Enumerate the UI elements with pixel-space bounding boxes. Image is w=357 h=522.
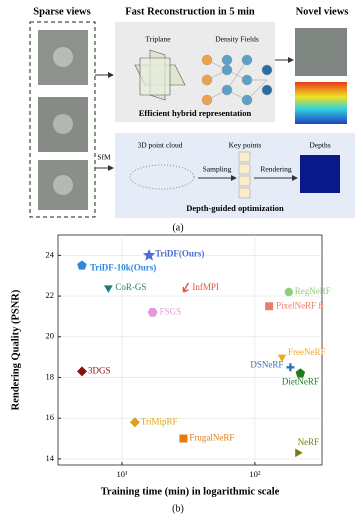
panel-title: Depth-guided optimization <box>186 203 284 213</box>
point-label: TriDF-10k(Ours) <box>90 263 156 273</box>
y-tick-label: 22 <box>46 290 55 300</box>
y-tick-label: 18 <box>46 371 55 381</box>
point-label: FSGS <box>160 306 182 316</box>
key-points <box>238 151 251 199</box>
point-cloud <box>129 164 195 190</box>
marker <box>182 282 189 293</box>
heading: Novel views <box>296 6 349 17</box>
point-label: DSNeRF <box>250 359 283 369</box>
point-label: FrugalNeRF <box>189 433 234 443</box>
sparse-images <box>38 30 88 210</box>
label: 3D point cloud <box>138 141 183 150</box>
network-icon <box>201 54 273 106</box>
point-label: DietNeRF <box>282 376 319 386</box>
x-tick-label: 10² <box>249 469 261 479</box>
label: Triplane <box>145 35 171 44</box>
label: SfM <box>97 153 111 162</box>
label: Sampling <box>203 165 232 174</box>
marker <box>77 260 87 270</box>
panel-title: Efficient hybrid representation <box>139 108 252 118</box>
x-axis-label: Training time (min) in logarithmic scale <box>101 486 280 497</box>
y-tick-label: 14 <box>46 453 55 463</box>
point-label: TriMipRF <box>141 416 178 426</box>
marker <box>104 285 113 293</box>
marker <box>277 354 287 363</box>
plot-frame <box>57 234 323 466</box>
point-label: InfMPI <box>192 282 219 292</box>
point-label: RegNeRF <box>295 286 331 296</box>
label: Rendering <box>260 165 291 174</box>
marker <box>295 368 306 378</box>
y-tick-label: 24 <box>46 249 55 259</box>
point-label: NeRF <box>298 437 320 447</box>
novel-image <box>295 28 347 76</box>
label: Density Fields <box>215 35 259 44</box>
views-box <box>29 21 96 218</box>
marker <box>142 248 156 261</box>
marker <box>179 434 188 443</box>
caption: (b) <box>172 503 184 514</box>
marker <box>77 366 87 377</box>
heading: Fast Reconstruction in 5 min <box>125 6 255 17</box>
label: Depths <box>309 141 330 150</box>
x-tick-label: 10¹ <box>116 469 128 479</box>
marker <box>265 302 274 311</box>
novel-depth <box>295 82 347 124</box>
marker <box>286 363 295 372</box>
depth-image <box>300 155 340 193</box>
marker <box>295 448 303 458</box>
marker <box>129 417 140 428</box>
y-axis-label: Rendering Quality (PSNR) <box>10 289 21 410</box>
point-label: 3DGS <box>88 365 111 375</box>
y-tick-label: 20 <box>46 331 55 341</box>
point-label: FreeNeRF <box>288 347 326 357</box>
triplane-icon <box>134 49 186 101</box>
y-tick-label: 16 <box>46 412 55 422</box>
heading: Sparse views <box>33 6 90 17</box>
marker <box>147 308 158 317</box>
label: Key points <box>229 141 262 150</box>
point-label: TriDF(Ours) <box>155 248 204 258</box>
point-label: CoR-GS <box>115 282 146 292</box>
marker <box>284 287 293 297</box>
caption: (a) <box>172 222 183 233</box>
point-label: PixelNeRF ft <box>276 300 324 310</box>
